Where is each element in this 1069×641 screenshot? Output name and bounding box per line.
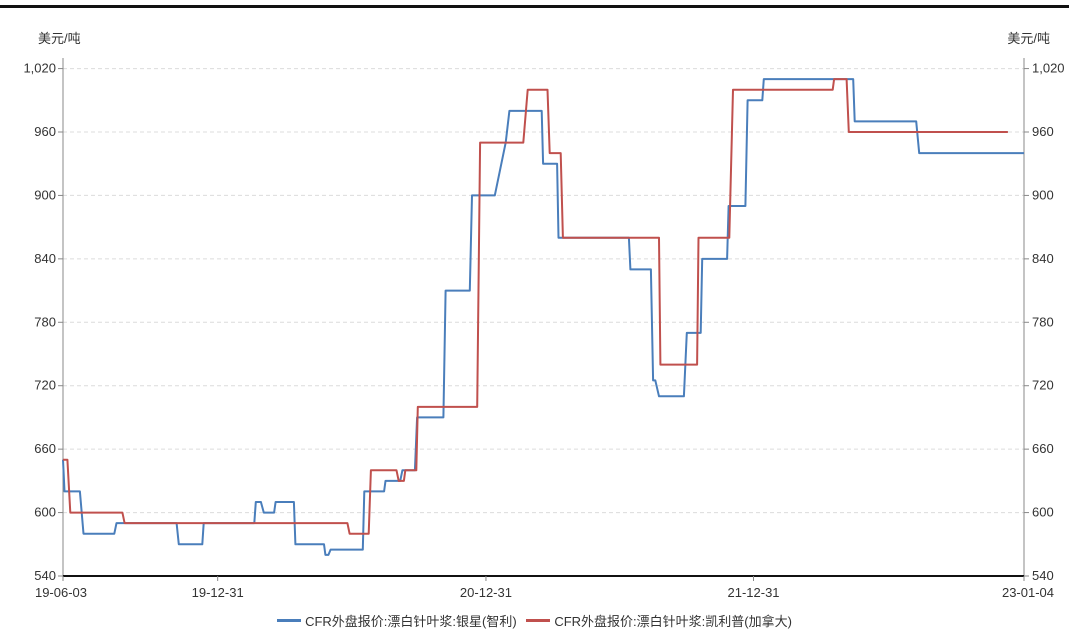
y-tick-label-left: 720 bbox=[34, 378, 56, 393]
series-lines bbox=[62, 78, 1024, 556]
y-tick-label-right: 840 bbox=[1032, 251, 1054, 266]
y-tick-label-right: 780 bbox=[1032, 314, 1054, 329]
legend-item-series-1[interactable]: CFR外盘报价:漂白针叶浆:银星(智利) bbox=[277, 611, 517, 630]
y-tick-label-left: 600 bbox=[34, 505, 56, 520]
gridlines bbox=[63, 68, 1024, 514]
axis-ticks: 540 540 600 600 660 660 720 720 780 780 840 840 900 9… bbox=[23, 61, 1064, 600]
y-tick-label-right: 900 bbox=[1032, 187, 1054, 202]
x-tick-label: 19-12-31 bbox=[192, 585, 244, 600]
y-tick-label-right: 720 bbox=[1032, 378, 1054, 393]
axes bbox=[62, 58, 1025, 577]
y-tick-label-left: 540 bbox=[34, 568, 56, 583]
y-axis-unit-left: 美元/吨 bbox=[38, 31, 81, 46]
x-tick-label: 20-12-31 bbox=[460, 585, 512, 600]
x-tick-label: 23-01-04 bbox=[1002, 585, 1054, 600]
y-tick-label-right: 660 bbox=[1032, 441, 1054, 456]
legend-label-series-2: CFR外盘报价:漂白针叶浆:凯利普(加拿大) bbox=[554, 614, 792, 629]
y-tick-label-left: 840 bbox=[34, 251, 56, 266]
y-tick-label-left: 780 bbox=[34, 314, 56, 329]
series-line-1 bbox=[62, 78, 1024, 556]
legend-label-series-1: CFR外盘报价:漂白针叶浆:银星(智利) bbox=[305, 614, 517, 629]
y-axis-unit-right: 美元/吨 bbox=[1007, 31, 1050, 46]
y-tick-label-right: 1,020 bbox=[1032, 61, 1065, 76]
legend-swatch-series-1 bbox=[277, 619, 302, 622]
y-tick-label-left: 900 bbox=[34, 187, 56, 202]
legend-item-series-2[interactable]: CFR外盘报价:漂白针叶浆:凯利普(加拿大) bbox=[526, 611, 792, 630]
legend-swatch-series-2 bbox=[526, 619, 551, 622]
y-tick-label-right: 540 bbox=[1032, 568, 1054, 583]
x-tick-label: 19-06-03 bbox=[35, 585, 87, 600]
y-tick-label-right: 600 bbox=[1032, 505, 1054, 520]
y-tick-label-right: 960 bbox=[1032, 124, 1054, 139]
y-tick-label-left: 660 bbox=[34, 441, 56, 456]
series-line-2 bbox=[63, 78, 1008, 535]
legend: CFR外盘报价:漂白针叶浆:银星(智利) CFR外盘报价:漂白针叶浆:凯利普(加… bbox=[0, 610, 1069, 630]
y-tick-label-left: 960 bbox=[34, 124, 56, 139]
x-tick-label: 21-12-31 bbox=[727, 585, 779, 600]
y-tick-label-left: 1,020 bbox=[23, 61, 56, 76]
top-border bbox=[0, 5, 1069, 8]
